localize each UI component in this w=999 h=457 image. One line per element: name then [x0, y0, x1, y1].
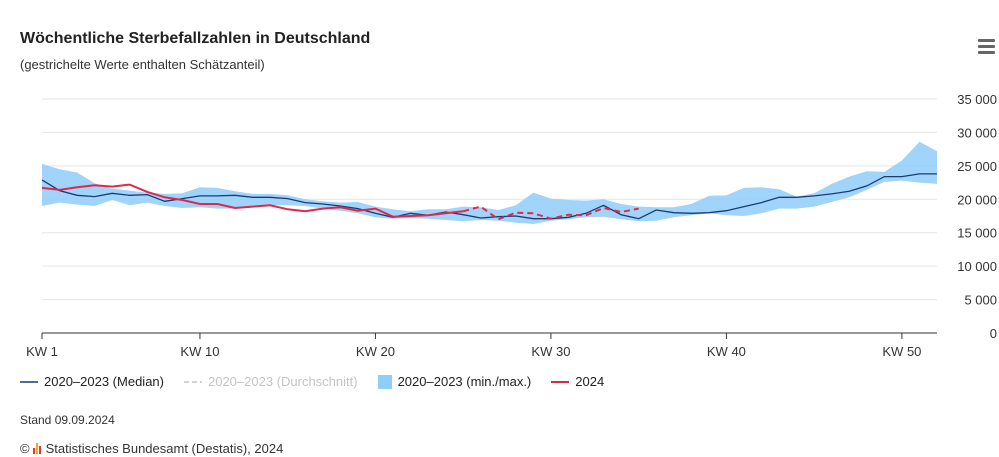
- line-2024-dashed: [462, 205, 639, 221]
- legend-area-minmax-icon: [377, 374, 392, 389]
- legend-item-minmax[interactable]: 2020–2023 (min./max.): [377, 374, 532, 389]
- legend-label-2024: 2024: [575, 374, 605, 389]
- x-tick-label-4: KW 40: [707, 344, 746, 359]
- y-tick-label-0: 0: [990, 326, 997, 341]
- y-tick-label-3: 15 000: [957, 226, 997, 241]
- x-tick-label-0: KW 1: [26, 344, 58, 359]
- y-tick-label-6: 30 000: [957, 125, 997, 140]
- chart-subtitle: (gestrichelte Werte enthalten Schätzante…: [20, 57, 265, 72]
- y-tick-label-5: 25 000: [957, 159, 997, 174]
- y-tick-label-4: 20 000: [957, 192, 997, 207]
- legend-line-2024-icon: [551, 380, 570, 383]
- legend-item-average[interactable]: 2020–2023 (Durchschnitt): [183, 374, 358, 389]
- source-credit: © Statistisches Bundesamt (Destatis), 20…: [20, 441, 283, 456]
- y-tick-label-2: 10 000: [957, 259, 997, 274]
- legend-line-average-icon: [183, 380, 202, 383]
- legend-label-average: 2020–2023 (Durchschnitt): [207, 374, 358, 389]
- destatis-logo-icon: [32, 443, 42, 454]
- minmax-band: [42, 141, 937, 224]
- y-tick-label-1: 5 000: [964, 293, 997, 308]
- chart-title: Wöchentliche Sterbefallzahlen in Deutsch…: [20, 30, 371, 47]
- x-tick-label-2: KW 20: [356, 344, 395, 359]
- x-tick-label-3: KW 30: [531, 344, 570, 359]
- legend-label-median: 2020–2023 (Median): [44, 374, 164, 389]
- hamburger-menu-icon[interactable]: [978, 39, 995, 54]
- x-tick-label-1: KW 10: [180, 344, 219, 359]
- legend: 2020–2023 (Median) 2020–2023 (Durchschni…: [20, 374, 624, 389]
- legend-item-median[interactable]: 2020–2023 (Median): [20, 374, 164, 389]
- legend-label-minmax: 2020–2023 (min./max.): [397, 374, 532, 389]
- line-2024-solid: [41, 183, 464, 218]
- legend-line-median-icon: [20, 380, 38, 383]
- copyright-symbol: ©: [20, 441, 30, 456]
- y-tick-label-7: 35 000: [957, 92, 997, 107]
- median-line: [41, 173, 937, 220]
- stand-date: Stand 09.09.2024: [20, 413, 115, 427]
- legend-item-2024[interactable]: 2024: [551, 374, 604, 389]
- source-text: Statistisches Bundesamt (Destatis), 2024: [45, 441, 284, 456]
- chart-svg: 0 5 000 10 000 15 000 20 000 25 000 30 000 35 0…: [26, 92, 997, 359]
- x-tick-label-5: KW 50: [882, 344, 921, 359]
